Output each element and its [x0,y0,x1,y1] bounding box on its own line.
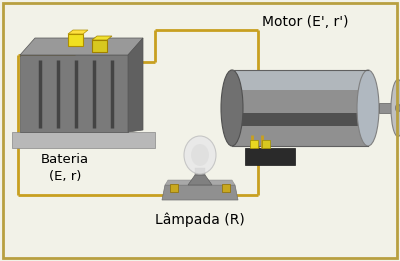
Polygon shape [237,113,363,126]
Ellipse shape [191,144,209,166]
Bar [170,184,178,192]
Ellipse shape [391,80,400,137]
Polygon shape [232,70,368,146]
Polygon shape [92,36,112,40]
Text: Lâmpada (R): Lâmpada (R) [155,213,245,227]
Polygon shape [68,30,88,34]
Polygon shape [188,175,212,185]
Polygon shape [128,38,143,132]
Polygon shape [195,168,205,175]
Polygon shape [162,185,238,200]
Text: Motor (E', r'): Motor (E', r') [262,15,348,29]
Polygon shape [20,55,128,132]
Ellipse shape [357,70,379,146]
Polygon shape [20,38,143,55]
Polygon shape [245,148,295,165]
Ellipse shape [184,136,216,174]
Ellipse shape [221,70,243,146]
Polygon shape [165,180,235,185]
Ellipse shape [396,104,400,112]
Polygon shape [379,103,398,113]
Polygon shape [250,140,258,148]
Polygon shape [12,132,155,148]
Polygon shape [232,70,368,90]
Bar [222,184,230,192]
Polygon shape [92,40,107,52]
Polygon shape [262,140,270,148]
Text: Bateria
(E, r): Bateria (E, r) [41,153,89,183]
Polygon shape [68,34,83,46]
